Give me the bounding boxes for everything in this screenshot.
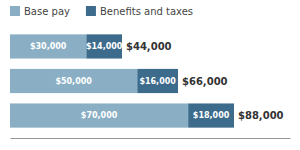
bar-segment [10,69,137,93]
data-label: $16,000 [139,77,176,86]
bar-segment [10,103,188,127]
bar-segment [137,69,178,93]
legend-item: Base pay [10,6,70,17]
total-label: $44,000 [126,41,172,52]
legend-swatch [10,6,20,16]
data-label: $18,000 [193,111,230,120]
bar-segment [10,34,86,58]
data-label: $50,000 [55,77,92,86]
legend-label: Benefits and taxes [100,6,193,17]
plot: $30,000 $50,000 $70,000 $14,000 $16,000 $18,0… [10,34,291,138]
labels: $30,000 $50,000 $70,000 $14,000 $16,000 $18,0… [30,41,284,121]
bar-segment [86,34,122,58]
chart: $30,000 $50,000 $70,000 $14,000 $16,000 $18,0… [0,0,300,150]
data-label: $70,000 [81,111,118,120]
y-axis [10,46,11,115]
series [10,34,188,127]
legend: Base pay Benefits and taxes [10,6,193,17]
bar-segment [188,103,234,127]
total-label: $66,000 [182,76,228,87]
legend-label: Base pay [24,6,70,17]
data-label: $30,000 [30,42,67,51]
data-label: $14,000 [86,42,123,51]
legend-item: Benefits and taxes [86,6,193,17]
bars [10,34,234,127]
x-axis [11,138,291,139]
axis-line [11,138,291,139]
total-label: $88,000 [238,110,284,121]
legend-swatch [86,6,96,16]
